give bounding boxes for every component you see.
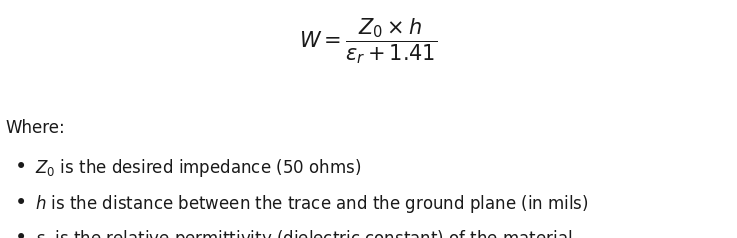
Text: $\epsilon_r$ is the relative permittivity (dielectric constant) of the material: $\epsilon_r$ is the relative permittivit… <box>35 228 573 238</box>
Text: $h$ is the distance between the trace and the ground plane (in mils): $h$ is the distance between the trace an… <box>35 193 589 215</box>
Text: •: • <box>15 193 27 213</box>
Text: $Z_0$ is the desired impedance (50 ohms): $Z_0$ is the desired impedance (50 ohms) <box>35 157 362 179</box>
Text: $W = \dfrac{Z_0 \times h}{\epsilon_r + 1.41}$: $W = \dfrac{Z_0 \times h}{\epsilon_r + 1… <box>299 17 438 66</box>
Text: Where:: Where: <box>6 119 66 137</box>
Text: •: • <box>15 228 27 238</box>
Text: •: • <box>15 157 27 177</box>
